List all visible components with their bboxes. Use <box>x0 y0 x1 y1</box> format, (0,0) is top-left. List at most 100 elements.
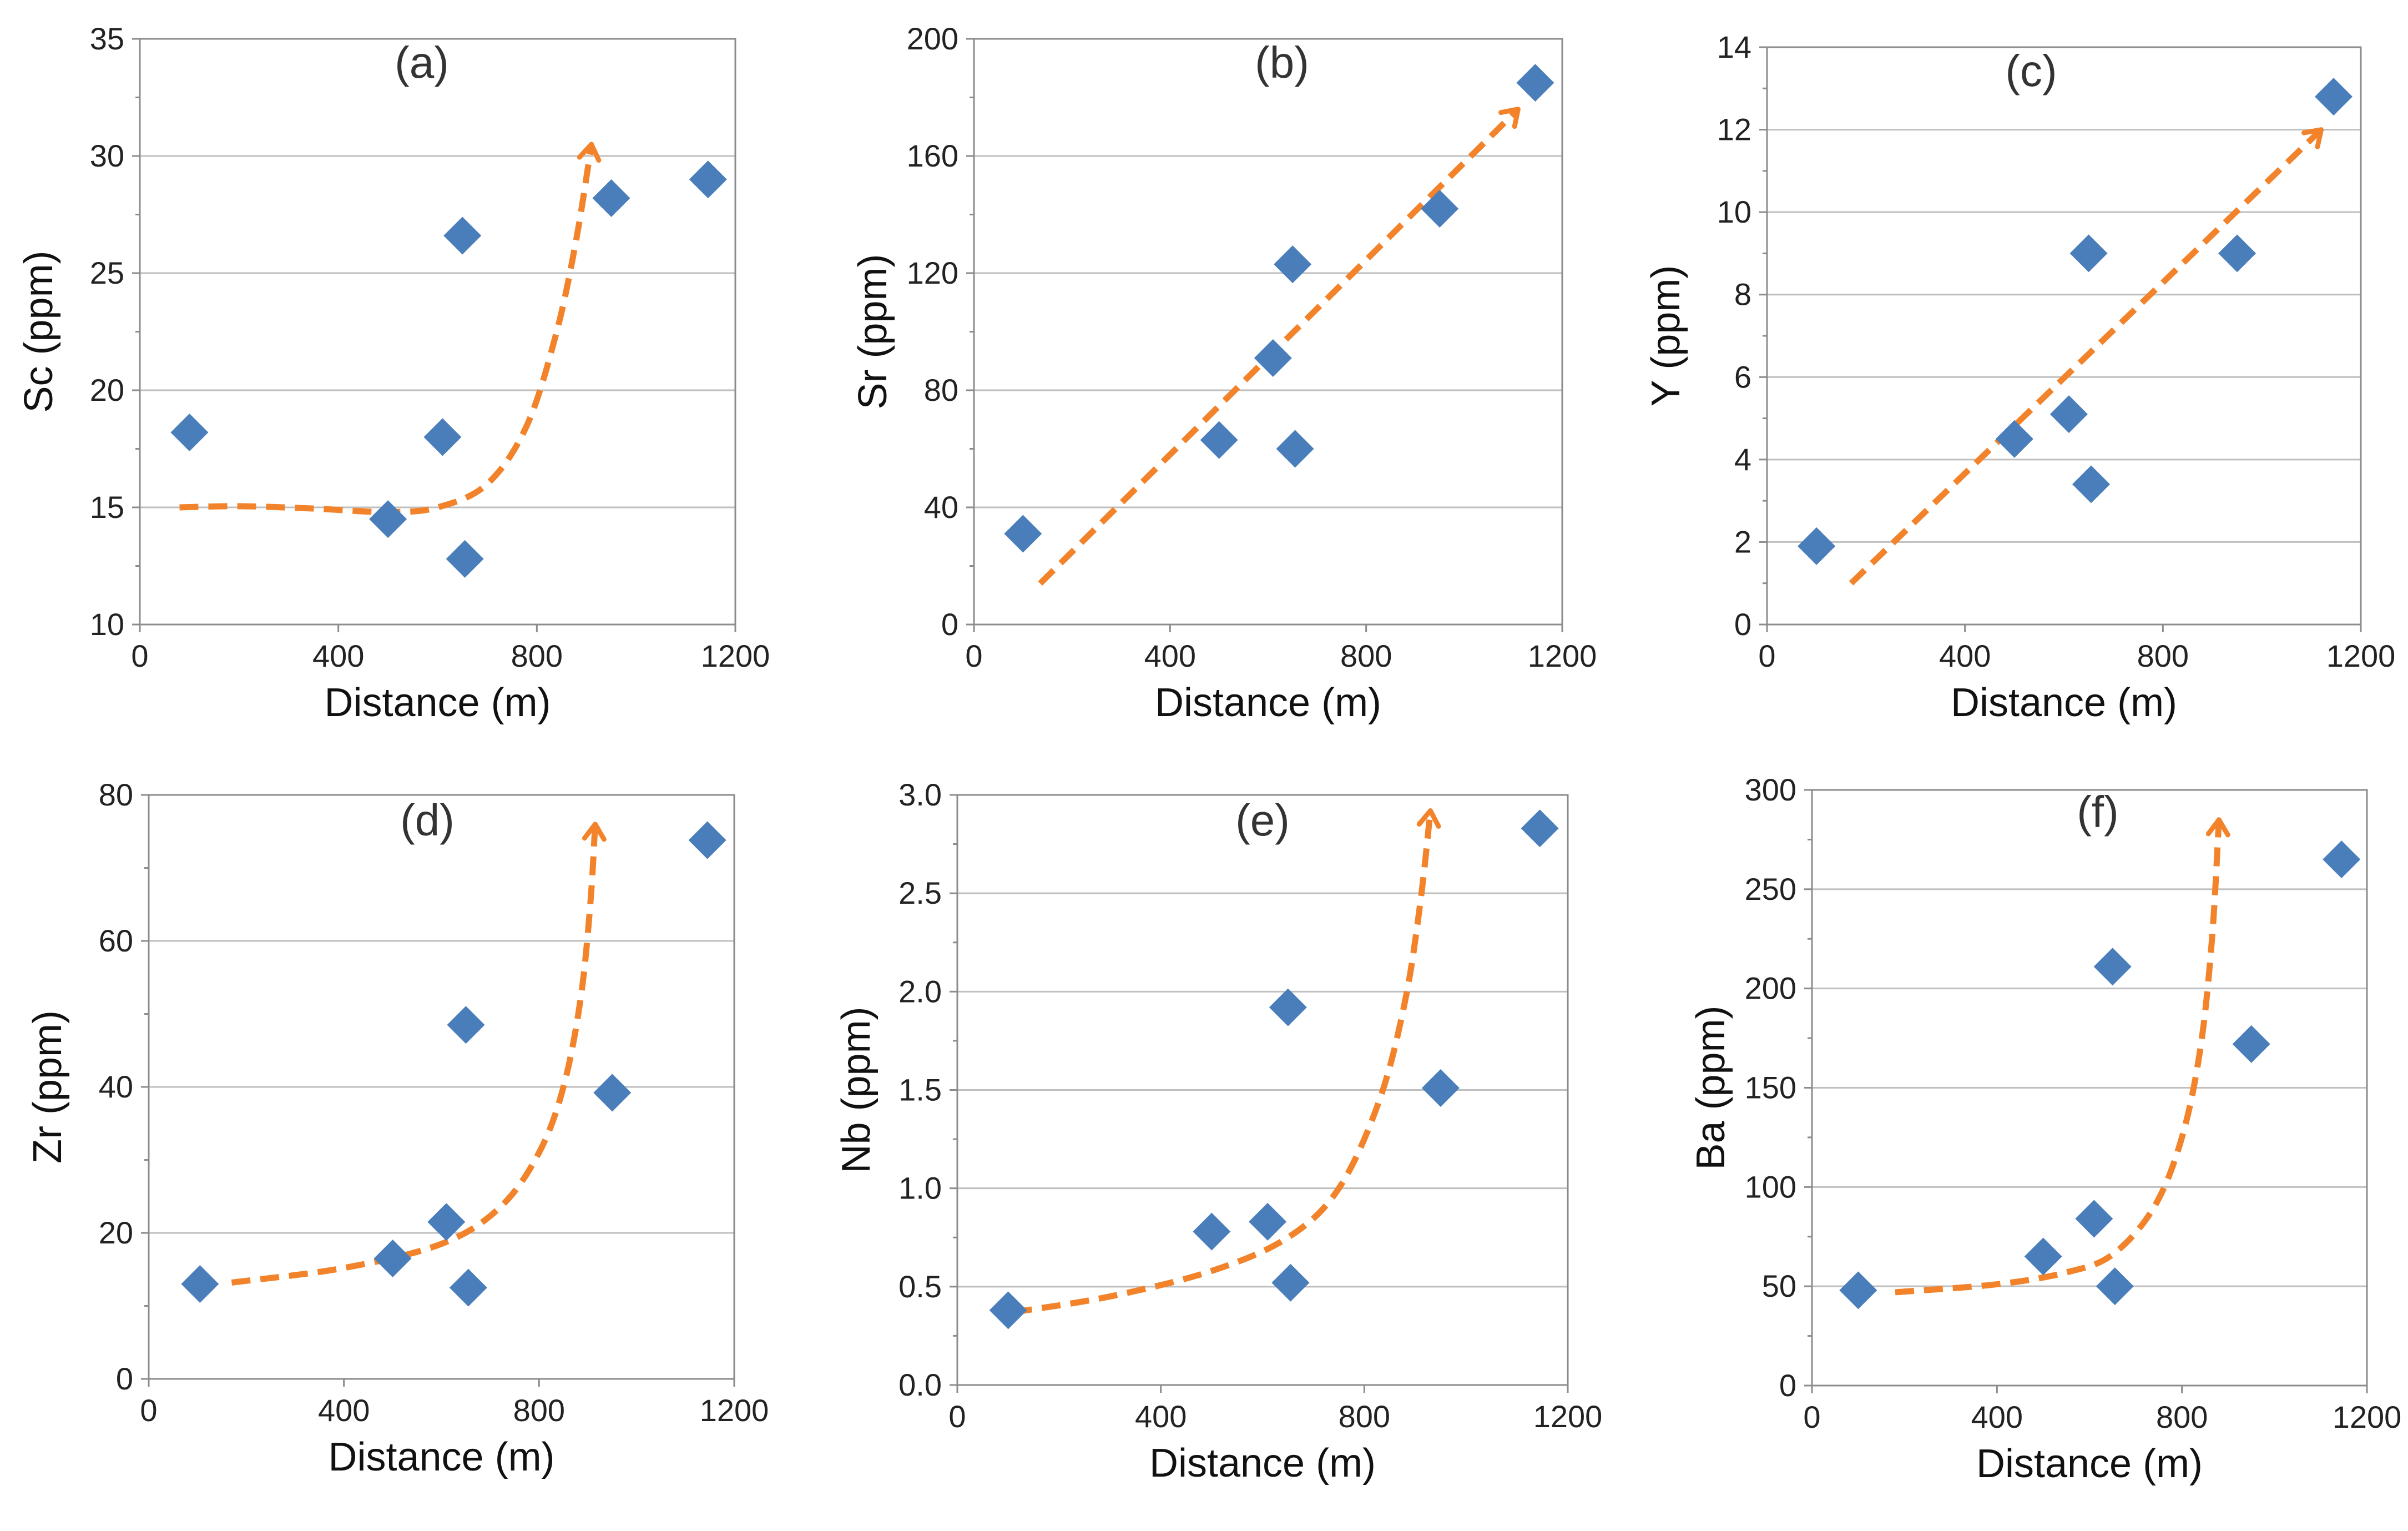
data-point-marker <box>2314 78 2353 116</box>
y-axis-title: Nb (ppm) <box>834 1006 879 1173</box>
y-tick-label: 20 <box>99 1215 133 1250</box>
data-point-marker <box>2024 1237 2062 1276</box>
x-axis-title: Distance (m) <box>324 681 551 725</box>
y-tick-label: 10 <box>90 607 124 642</box>
trend-arrow-line <box>231 822 607 1286</box>
trend-arrow-line <box>179 142 602 515</box>
x-tick-label: 0 <box>131 638 148 673</box>
x-tick-label: 800 <box>2156 1399 2208 1434</box>
trend-arrow-line <box>1012 808 1441 1316</box>
data-point-marker <box>1521 809 1559 848</box>
y-tick-label: 2.0 <box>898 974 942 1009</box>
panel-label: (e) <box>1235 795 1290 845</box>
x-axis-title: Distance (m) <box>1976 1442 2203 1486</box>
trend-arrow-line <box>1849 127 2324 586</box>
y-tick-label: 80 <box>924 372 958 407</box>
data-point-marker <box>1004 515 1042 553</box>
y-tick-label: 4 <box>1734 442 1751 477</box>
y-tick-label: 0 <box>116 1361 133 1396</box>
x-tick-label: 1200 <box>701 638 770 673</box>
y-tick-label: 1.5 <box>898 1072 942 1107</box>
data-point-marker <box>2323 840 2361 879</box>
data-point-marker <box>2049 395 2088 434</box>
x-axis-title: Distance (m) <box>328 1435 554 1479</box>
x-tick-label: 800 <box>511 638 563 673</box>
y-tick-label: 6 <box>1734 359 1751 394</box>
data-point-marker <box>1839 1271 1877 1310</box>
x-tick-label: 1200 <box>700 1393 769 1428</box>
x-tick-label: 0 <box>140 1393 157 1428</box>
y-tick-label: 12 <box>1717 112 1751 147</box>
x-axis-title: Distance (m) <box>1149 1441 1376 1485</box>
data-point-marker <box>2096 1267 2134 1306</box>
x-tick-label: 800 <box>1339 1399 1390 1434</box>
data-point-marker <box>170 413 209 451</box>
data-point-marker <box>593 1074 632 1112</box>
plot-area-frame <box>1766 46 2362 626</box>
y-tick-label: 2.5 <box>898 875 942 910</box>
x-tick-label: 1200 <box>2326 638 2396 673</box>
y-tick-label: 14 <box>1717 29 1751 64</box>
data-point-marker <box>989 1291 1027 1329</box>
y-tick-label: 0 <box>1779 1368 1796 1403</box>
data-point-marker <box>1249 1202 1287 1241</box>
chart-panel: 0 2 4 6 8 10 12 14 0 400 800 1200 Distance (m) Y (ppm… <box>1644 29 2395 725</box>
data-point-marker <box>1421 189 1459 228</box>
y-tick-label: 0.0 <box>898 1367 942 1402</box>
data-point-marker <box>369 500 407 538</box>
data-point-marker <box>1276 430 1314 468</box>
chart-panel: 0 50 100 150 200 250 300 0 400 800 1200 Distance (m… <box>1689 772 2401 1486</box>
data-point-marker <box>1254 339 1292 377</box>
y-tick-label: 25 <box>90 255 124 290</box>
y-tick-label: 40 <box>924 490 958 525</box>
y-axis-title: Sr (ppm) <box>851 254 895 409</box>
panel-label: (b) <box>1255 38 1309 87</box>
y-tick-label: 0 <box>941 607 958 642</box>
y-tick-label: 150 <box>1745 1070 1796 1105</box>
x-tick-label: 0 <box>948 1399 966 1434</box>
panel-label: (c) <box>2005 46 2057 95</box>
x-tick-label: 0 <box>1758 638 1775 673</box>
x-tick-label: 400 <box>1135 1399 1187 1434</box>
y-tick-label: 50 <box>1762 1268 1796 1303</box>
y-tick-label: 60 <box>99 923 133 958</box>
data-point-marker <box>1269 988 1307 1026</box>
x-tick-label: 800 <box>2137 638 2189 673</box>
data-point-marker <box>373 1240 412 1278</box>
data-point-marker <box>446 540 484 578</box>
data-point-marker <box>2069 234 2108 273</box>
y-axis-title: Y (ppm) <box>1644 265 1688 407</box>
y-tick-label: 2 <box>1734 524 1751 559</box>
x-tick-label: 0 <box>1803 1399 1820 1434</box>
y-tick-label: 120 <box>907 255 958 290</box>
data-point-marker <box>449 1268 487 1307</box>
y-tick-label: 1.0 <box>898 1171 942 1206</box>
y-tick-label: 35 <box>90 21 124 56</box>
panel-label: (f) <box>2077 787 2119 837</box>
trend-arrow-line <box>1038 107 1521 586</box>
chart-panel: 0.0 0.5 1.0 1.5 2.0 2.5 3.0 0 400 800 1200 Distance… <box>834 777 1602 1485</box>
plot-area-frame <box>956 794 1569 1386</box>
x-tick-label: 1200 <box>2333 1399 2402 1434</box>
y-tick-label: 80 <box>99 777 133 812</box>
chart-panel: 0 40 80 120 160 200 0 400 800 1200 Distance (m) Sr … <box>851 21 1597 725</box>
y-tick-label: 250 <box>1745 872 1796 906</box>
data-point-marker <box>1274 245 1312 284</box>
trend-arrow-line <box>1895 817 2230 1296</box>
data-point-marker <box>2232 1025 2270 1063</box>
data-point-marker <box>688 821 726 859</box>
y-tick-label: 160 <box>907 138 958 173</box>
y-tick-label: 0.5 <box>898 1269 942 1304</box>
chart-panel: 10 15 20 25 30 35 0 400 800 1200 Distance (m) Sc (p… <box>17 21 770 725</box>
data-point-marker <box>2218 234 2256 273</box>
y-tick-label: 0 <box>1734 607 1751 642</box>
y-axis-title: Ba (ppm) <box>1689 1005 1733 1170</box>
y-tick-label: 200 <box>907 21 958 56</box>
x-tick-label: 400 <box>318 1393 370 1428</box>
data-point-marker <box>1421 1069 1460 1107</box>
data-point-marker <box>2093 948 2132 986</box>
x-tick-label: 800 <box>1340 638 1392 673</box>
